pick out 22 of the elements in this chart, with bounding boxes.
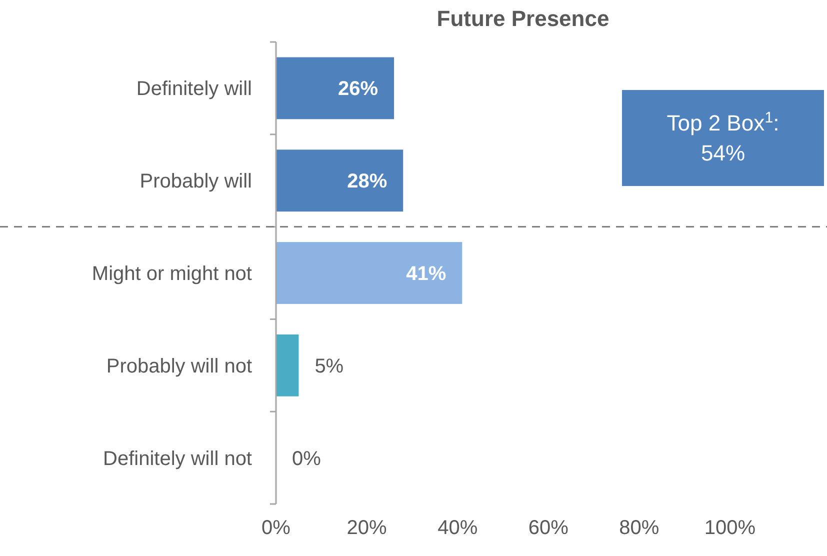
data-label: 28% [347, 170, 388, 193]
y-tick-label: Definitely will not [103, 448, 252, 470]
x-tick-label: 0% [262, 517, 291, 539]
x-tick-label: 80% [619, 517, 660, 539]
y-tick-label: Might or might not [92, 263, 252, 285]
y-tick-label: Probably will not [106, 355, 252, 378]
y-tick-label: Definitely will [136, 78, 252, 100]
bar [276, 334, 299, 396]
data-label: 5% [314, 355, 344, 378]
bar [276, 242, 462, 304]
data-label: 0% [292, 448, 322, 470]
bar [276, 57, 394, 120]
data-label: 26% [338, 78, 378, 100]
x-tick-label: 20% [346, 517, 388, 539]
x-tick-label: 100% [704, 517, 756, 539]
chart-title: Future Presence [436, 6, 610, 31]
bar [276, 150, 404, 212]
text: Top 2 Box$^{1}$: 54% [666, 109, 780, 166]
y-tick-label: Probably will [140, 170, 252, 193]
x-tick-label: 60% [528, 517, 569, 539]
data-label: 41% [406, 263, 446, 285]
x-tick-label: 40% [438, 517, 478, 539]
